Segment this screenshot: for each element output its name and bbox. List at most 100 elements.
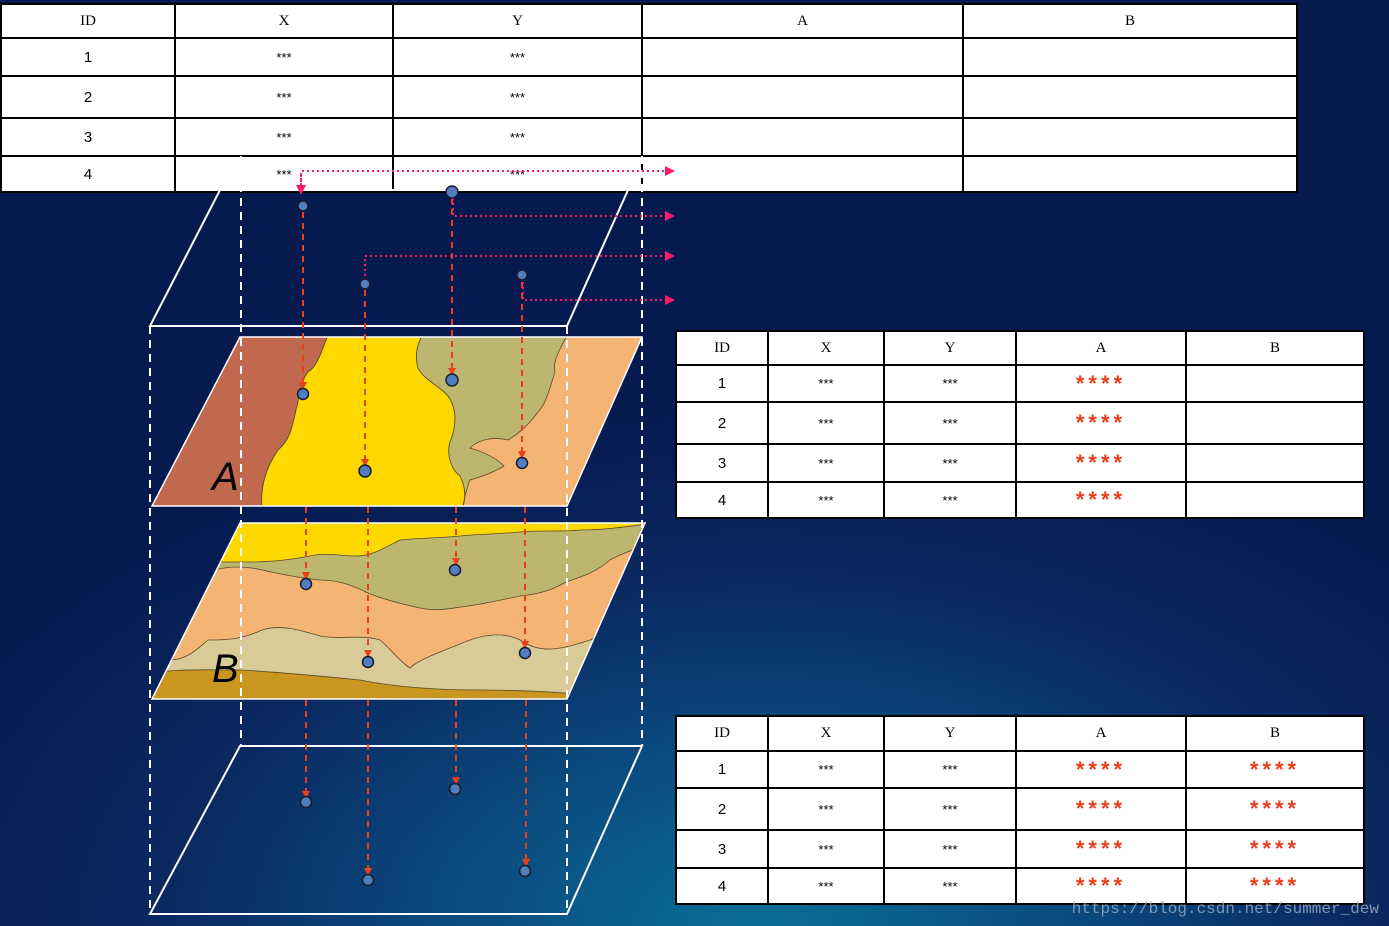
cell-a: **** bbox=[1015, 401, 1187, 445]
cell-y: *** bbox=[883, 750, 1017, 789]
cell-x: *** bbox=[767, 401, 885, 445]
cell-a: **** bbox=[1015, 750, 1187, 789]
header-a: A bbox=[641, 3, 964, 39]
stack-guides bbox=[149, 156, 643, 914]
cell-x: *** bbox=[767, 829, 885, 869]
table-row: 2 *** *** **** **** bbox=[675, 787, 1365, 831]
cell-y: *** bbox=[883, 481, 1017, 519]
cell-y: *** bbox=[392, 37, 643, 77]
table-row: 1 *** *** bbox=[0, 37, 1298, 77]
empty-plane-bottom bbox=[148, 745, 644, 915]
cell-id: 2 bbox=[0, 75, 176, 119]
cell-b bbox=[1185, 481, 1365, 519]
cell-id: 2 bbox=[675, 401, 769, 445]
table-row: 1 *** *** **** **** bbox=[675, 750, 1365, 789]
cell-a: **** bbox=[1015, 443, 1187, 483]
header-x: X bbox=[767, 715, 885, 752]
cell-b bbox=[1185, 364, 1365, 403]
cell-x: *** bbox=[767, 750, 885, 789]
attribute-arrows bbox=[296, 166, 675, 305]
cell-a: **** bbox=[1015, 364, 1187, 403]
cell-y: *** bbox=[392, 75, 643, 119]
header-b: B bbox=[1185, 715, 1365, 752]
header-y: Y bbox=[883, 330, 1017, 366]
header-y: Y bbox=[883, 715, 1017, 752]
cell-a: **** bbox=[1015, 481, 1187, 519]
table-row: 3 *** *** **** bbox=[675, 443, 1365, 483]
cell-id: 1 bbox=[675, 364, 769, 403]
cell-x: *** bbox=[174, 75, 394, 119]
header-x: X bbox=[767, 330, 885, 366]
table-row: 4 *** *** **** **** bbox=[675, 867, 1365, 905]
table-middle: ID X Y A B 1 *** *** **** 2 *** *** ****… bbox=[675, 330, 1365, 519]
cell-id: 4 bbox=[675, 867, 769, 905]
cell-x: *** bbox=[767, 787, 885, 831]
table-header-row: ID X Y A B bbox=[675, 715, 1365, 752]
layer-b-label: B bbox=[212, 647, 239, 691]
cell-b bbox=[962, 155, 1298, 193]
header-b: B bbox=[962, 3, 1298, 39]
table-row: 1 *** *** **** bbox=[675, 364, 1365, 403]
cell-x: *** bbox=[767, 867, 885, 905]
header-a: A bbox=[1015, 715, 1187, 752]
header-a: A bbox=[1015, 330, 1187, 366]
table-row: 3 *** *** **** **** bbox=[675, 829, 1365, 869]
header-id: ID bbox=[0, 3, 176, 39]
cell-b: **** bbox=[1185, 787, 1365, 831]
cell-y: *** bbox=[883, 867, 1017, 905]
cell-x: *** bbox=[174, 37, 394, 77]
header-id: ID bbox=[675, 330, 769, 366]
cell-b bbox=[1185, 443, 1365, 483]
cell-id: 4 bbox=[675, 481, 769, 519]
cell-b bbox=[962, 37, 1298, 77]
cell-y: *** bbox=[883, 829, 1017, 869]
header-b: B bbox=[1185, 330, 1365, 366]
cell-id: 2 bbox=[675, 787, 769, 831]
cell-id: 3 bbox=[675, 829, 769, 869]
cell-b bbox=[962, 117, 1298, 157]
cell-a bbox=[641, 37, 964, 77]
cell-a bbox=[641, 75, 964, 119]
cell-y: *** bbox=[883, 787, 1017, 831]
empty-plane-top bbox=[148, 189, 630, 327]
cell-x: *** bbox=[767, 364, 885, 403]
cell-x: *** bbox=[174, 117, 394, 157]
table-bottom: ID X Y A B 1 *** *** **** **** 2 *** ***… bbox=[675, 715, 1365, 905]
sample-points bbox=[296, 185, 532, 887]
cell-y: *** bbox=[883, 443, 1017, 483]
cell-a bbox=[641, 117, 964, 157]
cell-y: *** bbox=[883, 401, 1017, 445]
header-y: Y bbox=[392, 3, 643, 39]
cell-x: *** bbox=[767, 443, 885, 483]
layer-b-map bbox=[152, 523, 645, 699]
layer-a-label: A bbox=[210, 455, 239, 499]
cell-x: *** bbox=[174, 155, 394, 193]
header-id: ID bbox=[675, 715, 769, 752]
cell-id: 3 bbox=[675, 443, 769, 483]
watermark: https://blog.csdn.net/summer_dew bbox=[1071, 900, 1379, 918]
cell-b: **** bbox=[1185, 867, 1365, 905]
cell-a: **** bbox=[1015, 829, 1187, 869]
cell-id: 1 bbox=[675, 750, 769, 789]
table-header-row: ID X Y A B bbox=[0, 3, 1298, 39]
cell-id: 1 bbox=[0, 37, 176, 77]
cell-id: 3 bbox=[0, 117, 176, 157]
cell-x: *** bbox=[767, 481, 885, 519]
table-row: 3 *** *** bbox=[0, 117, 1298, 157]
cell-id: 4 bbox=[0, 155, 176, 193]
cell-b bbox=[962, 75, 1298, 119]
overlay-arrows bbox=[299, 198, 530, 876]
cell-y: *** bbox=[883, 364, 1017, 403]
cell-b bbox=[1185, 401, 1365, 445]
table-header-row: ID X Y A B bbox=[675, 330, 1365, 366]
table-row: 2 *** *** bbox=[0, 75, 1298, 119]
header-x: X bbox=[174, 3, 394, 39]
cell-b: **** bbox=[1185, 750, 1365, 789]
cell-a bbox=[641, 155, 964, 193]
cell-b: **** bbox=[1185, 829, 1365, 869]
table-top: ID X Y A B 1 *** *** 2 *** *** 3 *** ***… bbox=[0, 3, 1298, 193]
cell-y: *** bbox=[392, 117, 643, 157]
cell-a: **** bbox=[1015, 787, 1187, 831]
table-row: 2 *** *** **** bbox=[675, 401, 1365, 445]
